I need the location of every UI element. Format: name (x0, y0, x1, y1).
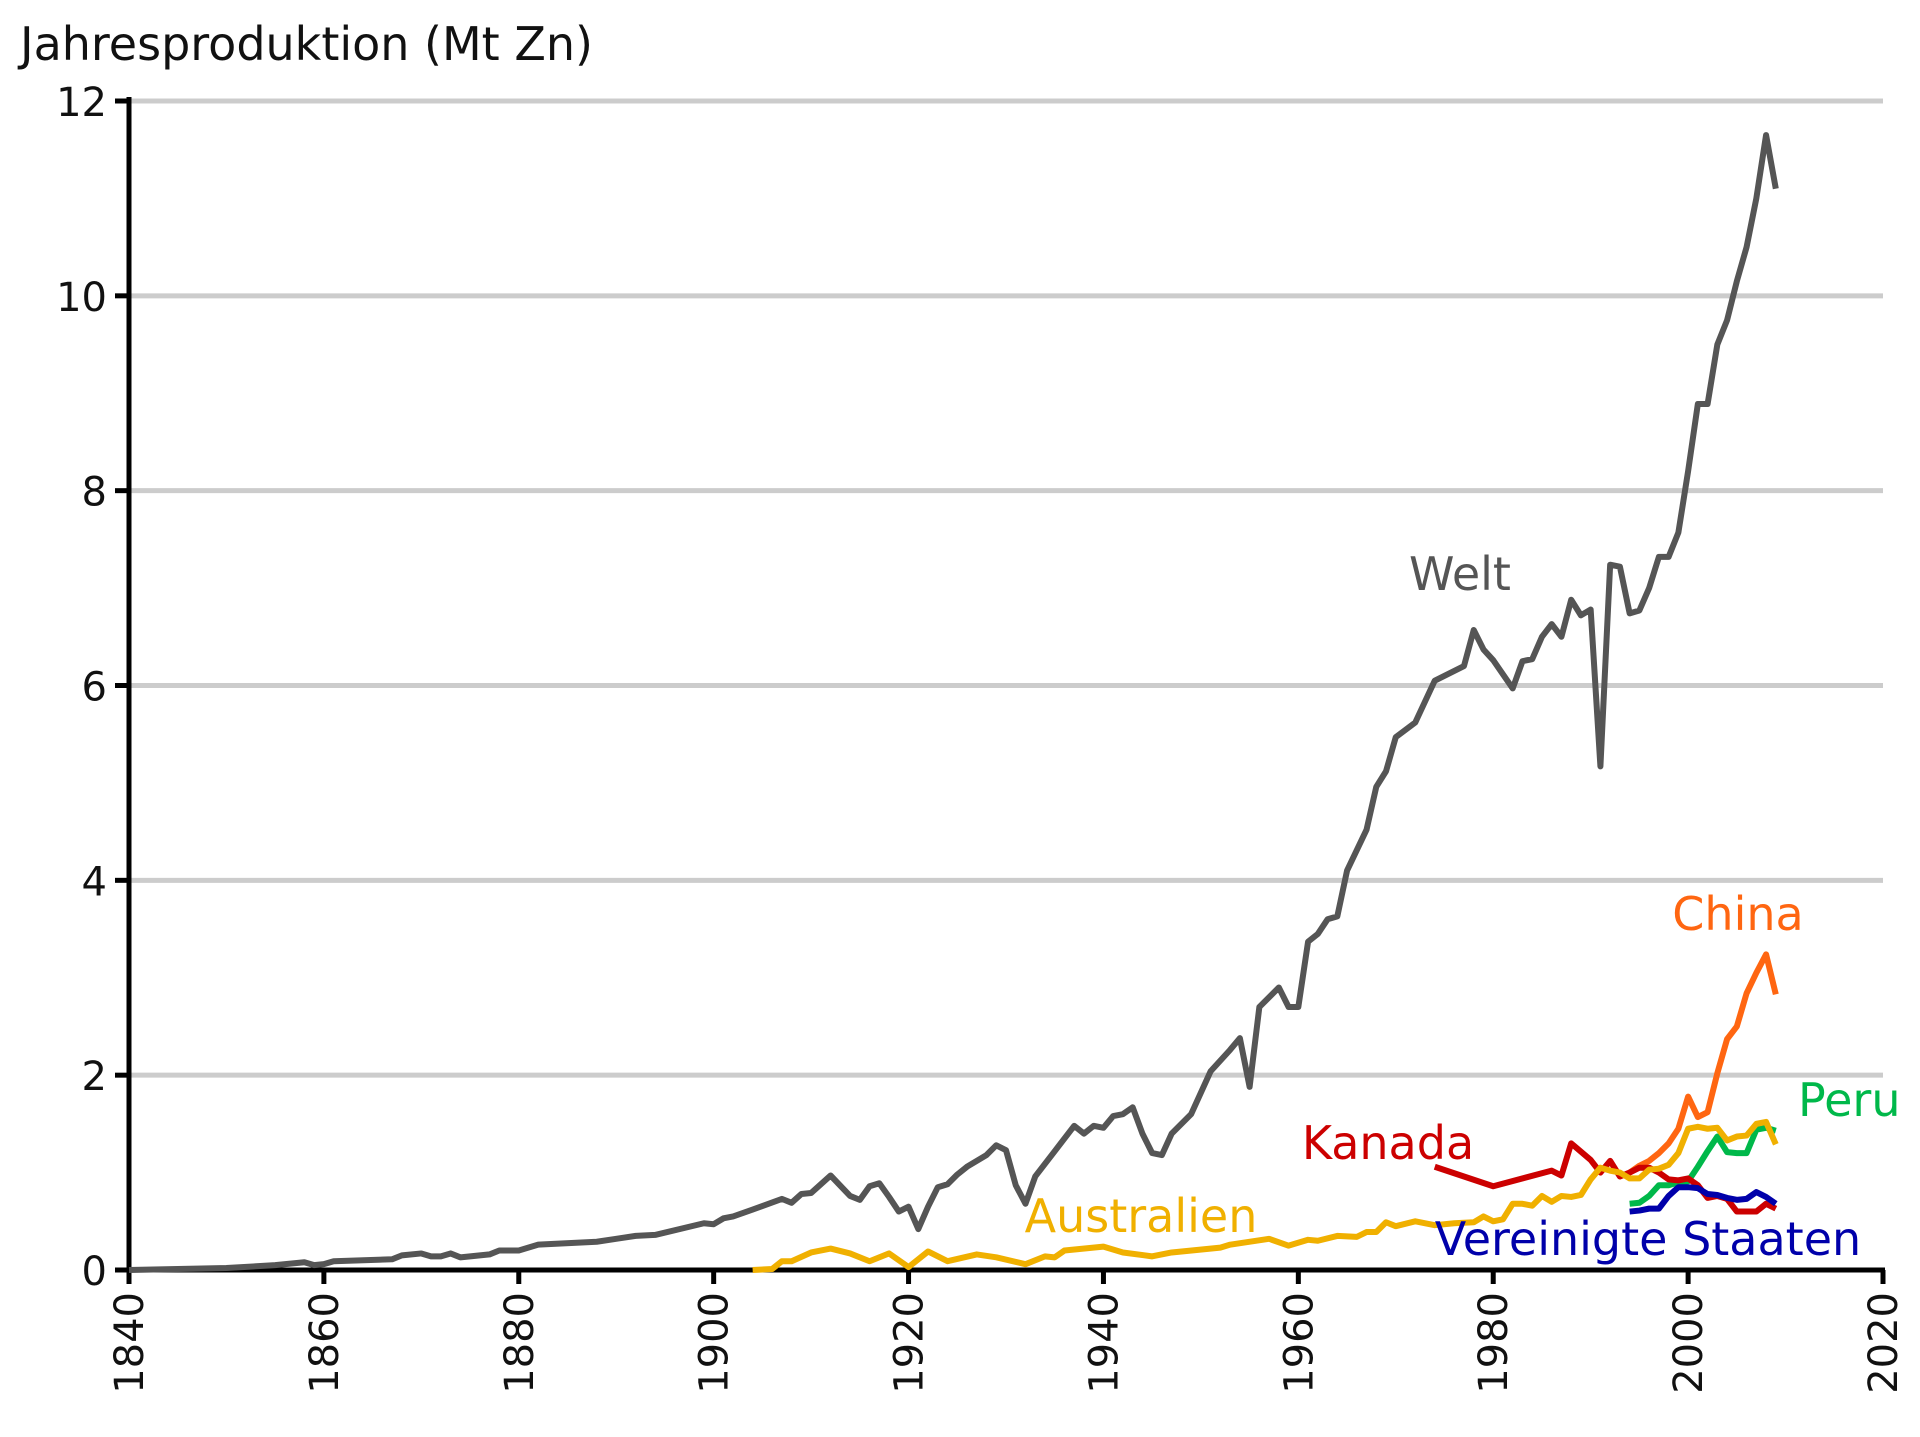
y-tick-label: 0 (82, 1249, 107, 1295)
y-tick-label: 8 (82, 470, 107, 516)
x-tick-label: 1840 (107, 1292, 153, 1394)
x-tick-label: 1920 (887, 1292, 933, 1394)
x-tick-label: 1860 (302, 1292, 348, 1394)
y-tick-label: 6 (82, 665, 107, 711)
series-line (1627, 951, 1779, 1176)
x-tick-label: 1960 (1276, 1292, 1322, 1394)
series-label: Peru (1798, 1073, 1900, 1127)
series-line (128, 132, 1779, 1273)
series-label: Welt (1409, 547, 1511, 601)
x-tick-label: 1880 (497, 1292, 543, 1394)
y-tick-label: 4 (82, 859, 107, 905)
series-line (1629, 1124, 1777, 1207)
series-label: China (1672, 887, 1803, 941)
series-line (1629, 1184, 1778, 1215)
series-line (1433, 1140, 1778, 1215)
series-label: Vereinigte Staaten (1435, 1212, 1861, 1266)
y-tick-label: 12 (56, 80, 107, 126)
y-tick-label: 2 (82, 1054, 107, 1100)
series-line (752, 1118, 1779, 1273)
x-tick-label: 1980 (1471, 1292, 1517, 1394)
axis-title: Jahresproduktion (Mt Zn) (17, 17, 593, 71)
series-label: Australien (1025, 1189, 1258, 1243)
series-label: Kanada (1302, 1116, 1474, 1170)
x-tick-label: 2020 (1861, 1292, 1907, 1394)
x-tick-label: 1900 (692, 1292, 738, 1394)
y-tick-label: 10 (56, 275, 107, 321)
x-tick-label: 1940 (1081, 1292, 1127, 1394)
x-tick-label: 2000 (1666, 1292, 1712, 1394)
